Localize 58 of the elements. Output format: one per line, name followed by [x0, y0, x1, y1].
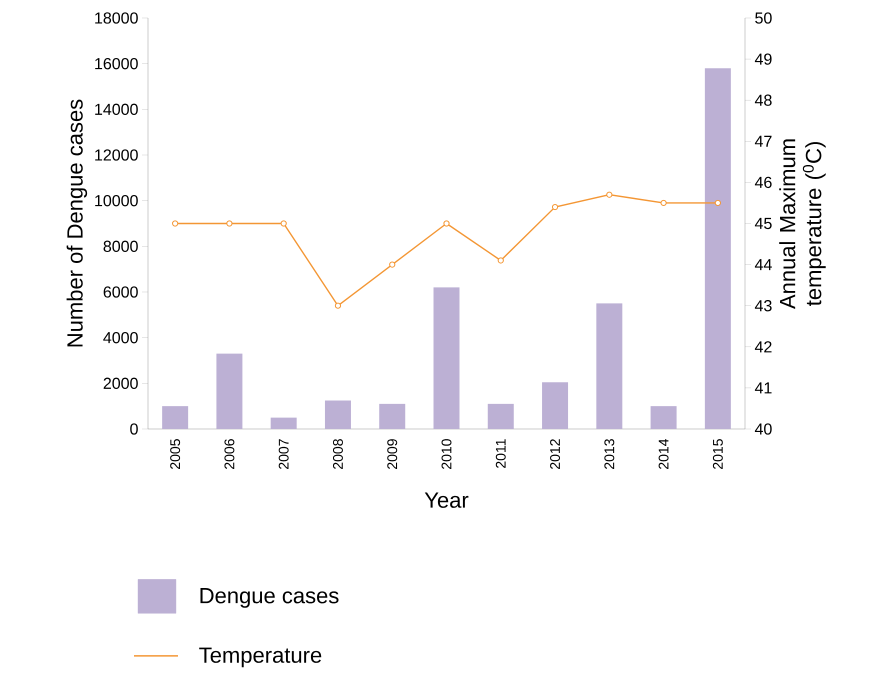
point [660, 200, 667, 206]
bar [216, 354, 242, 429]
y2-tick-label: 49 [754, 53, 772, 65]
bar [379, 404, 406, 429]
point [552, 204, 558, 210]
point [280, 220, 287, 227]
x-tick-label: 2012 [550, 439, 560, 469]
y2-tick-label: 45 [754, 218, 772, 230]
y-tick-label: 6000 [104, 286, 138, 298]
bar [270, 418, 297, 429]
y-tick-label: 4000 [103, 332, 138, 344]
point [443, 220, 450, 227]
point [226, 220, 233, 227]
y2-tick-label: 47 [754, 136, 772, 147]
x-tick-label: 2011 [496, 439, 506, 468]
bar [162, 406, 188, 429]
bar [324, 400, 351, 429]
legend-label: Temperature [199, 648, 322, 668]
point [714, 200, 721, 206]
bar [704, 68, 731, 429]
y2-tick-label: 46 [754, 176, 772, 188]
y2-tick-label: 48 [754, 94, 772, 106]
point [172, 220, 178, 227]
point [334, 302, 342, 309]
y-tick-label: 0 [130, 423, 138, 435]
y-tick-label: 10000 [95, 195, 138, 206]
y2-tick-label: 43 [754, 300, 772, 312]
bar [488, 404, 514, 429]
y-axis-title: Number of Dengue cases [66, 100, 88, 346]
x-tick-label: 2006 [224, 439, 234, 469]
bar [596, 303, 622, 429]
y-tick-label: 16000 [95, 58, 138, 70]
y-tick-label: 8000 [104, 240, 138, 252]
y2-tick-label: 50 [755, 12, 772, 24]
point [389, 262, 396, 268]
x-tick-label: 2009 [387, 439, 398, 469]
y2-tick-label: 42 [754, 341, 772, 352]
y2-tick-label: 40 [754, 423, 772, 435]
x-tick-label: 2008 [332, 439, 343, 469]
x-axis-title: Year [424, 492, 468, 508]
point [606, 192, 612, 198]
bar [542, 382, 568, 429]
y-tick-label: 12000 [95, 149, 138, 161]
y-tick-label: 14000 [95, 104, 138, 115]
y2-tick-label: 41 [754, 382, 772, 394]
x-tick-label: 2010 [442, 439, 452, 469]
y-tick-label: 18000 [95, 12, 138, 24]
x-tick-label: 2007 [278, 439, 289, 469]
x-tick-label: 2005 [170, 439, 180, 469]
legend-label: Dengue cases [200, 588, 339, 608]
x-tick-label: 2013 [604, 439, 614, 469]
x-tick-label: 2015 [712, 439, 723, 469]
point [498, 257, 504, 264]
bar [434, 287, 460, 429]
y2-tick-label: 44 [754, 259, 772, 270]
bar [650, 406, 677, 429]
y-tick-label: 2000 [104, 378, 138, 389]
x-tick-label: 2014 [658, 438, 669, 469]
